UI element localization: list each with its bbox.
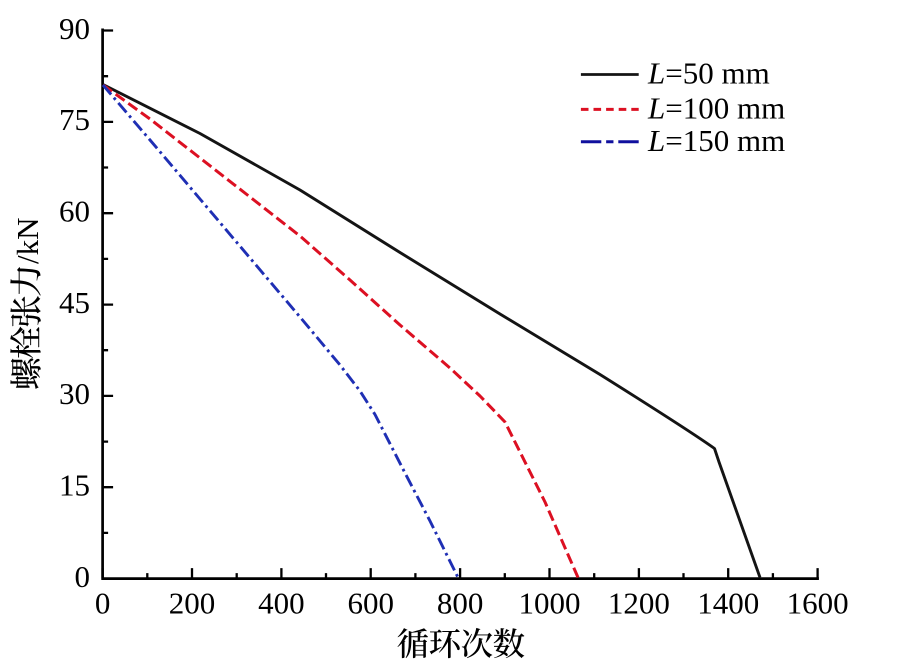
svg-text:15: 15 <box>59 468 90 503</box>
svg-text:45: 45 <box>59 285 90 320</box>
svg-text:1600: 1600 <box>787 586 849 621</box>
svg-text:L=150 mm: L=150 mm <box>647 123 785 158</box>
svg-text:L=50 mm: L=50 mm <box>647 56 770 91</box>
svg-text:60: 60 <box>59 194 90 229</box>
svg-text:90: 90 <box>59 11 90 46</box>
svg-text:1000: 1000 <box>519 586 581 621</box>
svg-text:800: 800 <box>437 586 484 621</box>
svg-text:600: 600 <box>347 586 394 621</box>
svg-text:30: 30 <box>59 376 90 411</box>
svg-text:1400: 1400 <box>697 586 759 621</box>
svg-text:1200: 1200 <box>608 586 670 621</box>
svg-text:75: 75 <box>59 102 90 137</box>
svg-text:L=100 mm: L=100 mm <box>647 90 785 125</box>
svg-text:/kN: /kN <box>10 218 45 265</box>
svg-text:200: 200 <box>169 586 216 621</box>
svg-text:0: 0 <box>95 586 111 621</box>
svg-text:400: 400 <box>258 586 305 621</box>
svg-text:0: 0 <box>75 559 91 594</box>
